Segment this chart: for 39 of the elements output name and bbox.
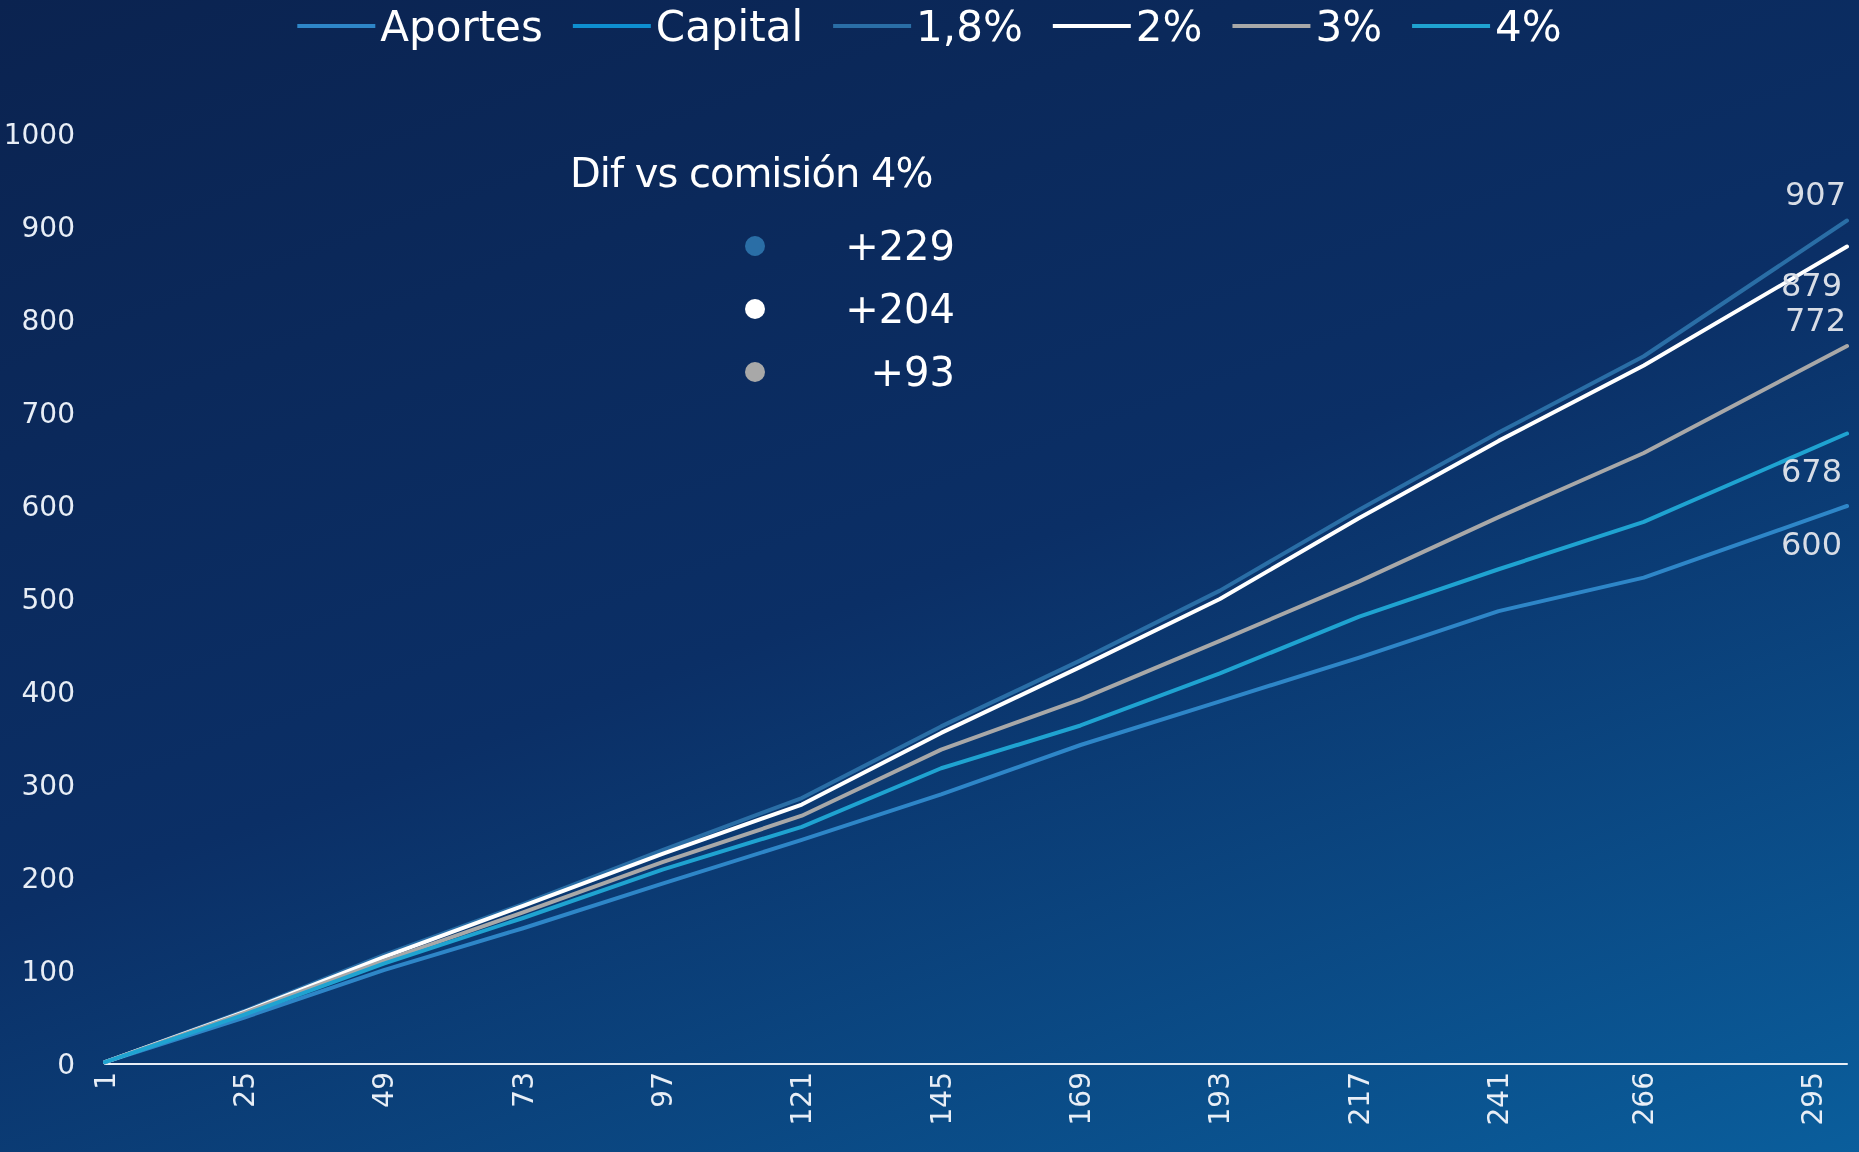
legend-label: 1,8% [916,1,1023,51]
x-tick-label: 145 [924,1072,958,1126]
legend-label: 3% [1315,1,1383,51]
data-label: 678 [1781,452,1843,491]
data-label: 907 [1785,175,1847,214]
x-tick-label: 193 [1203,1072,1237,1126]
y-tick-label: 1000 [3,117,75,151]
annotation: +93 [870,348,955,395]
x-tick-label: 266 [1627,1072,1661,1126]
y-tick-label: 600 [21,489,75,523]
legend-label: Capital [655,1,804,51]
y-tick-label: 900 [21,210,75,244]
legend-label: 2% [1135,1,1203,51]
legend-label: 4% [1495,1,1562,51]
x-tick-label: 121 [785,1072,819,1126]
y-tick-label: 800 [21,303,75,337]
x-tick-label: 73 [506,1072,540,1108]
y-tick-label: 100 [21,954,75,988]
x-tick-label: 1 [88,1072,122,1090]
x-tick-label: 25 [227,1072,261,1108]
x-tick-label: 295 [1795,1072,1829,1126]
y-tick-label: 300 [21,768,75,802]
x-tick-label: 241 [1482,1072,1516,1126]
y-tick-label: 700 [21,396,75,430]
y-tick-label: 200 [21,861,75,895]
y-tick-label: 0 [57,1047,75,1081]
data-label: 600 [1781,525,1843,563]
annotation: Dif vs comisión 4% [570,150,934,196]
annotation: +204 [845,285,955,332]
x-tick-label: 217 [1342,1072,1376,1126]
x-tick-label: 169 [1064,1072,1098,1126]
y-tick-label: 400 [21,675,75,709]
data-label: 879 [1781,265,1843,304]
annotation: +229 [845,222,955,269]
x-tick-label: 49 [367,1072,401,1108]
y-tick-label: 500 [21,582,75,616]
legend-label: Aportes [380,1,543,51]
data-label: 772 [1785,301,1847,340]
x-tick-label: 97 [645,1072,679,1108]
